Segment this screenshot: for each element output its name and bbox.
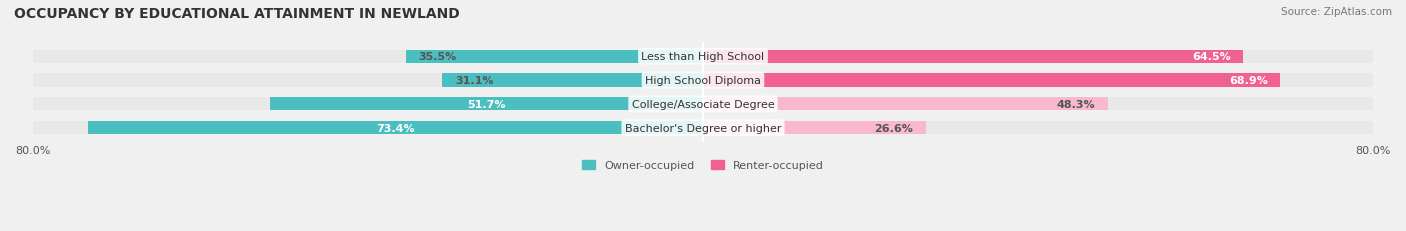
Text: OCCUPANCY BY EDUCATIONAL ATTAINMENT IN NEWLAND: OCCUPANCY BY EDUCATIONAL ATTAINMENT IN N… — [14, 7, 460, 21]
Bar — [405, 50, 703, 64]
Text: Bachelor's Degree or higher: Bachelor's Degree or higher — [624, 123, 782, 133]
Bar — [703, 74, 1281, 87]
Text: 48.3%: 48.3% — [1056, 100, 1095, 109]
Bar — [703, 98, 1108, 111]
Bar — [443, 74, 703, 87]
Text: Source: ZipAtlas.com: Source: ZipAtlas.com — [1281, 7, 1392, 17]
Text: 64.5%: 64.5% — [1192, 52, 1230, 62]
Text: 51.7%: 51.7% — [467, 100, 506, 109]
Bar — [703, 122, 1374, 135]
Text: High School Diploma: High School Diploma — [645, 76, 761, 86]
Bar — [32, 98, 703, 111]
Text: 73.4%: 73.4% — [377, 123, 415, 133]
Bar — [703, 98, 1374, 111]
Bar — [32, 122, 703, 135]
Text: College/Associate Degree: College/Associate Degree — [631, 100, 775, 109]
Text: 68.9%: 68.9% — [1229, 76, 1268, 86]
Bar — [703, 50, 1374, 64]
Text: Less than High School: Less than High School — [641, 52, 765, 62]
Text: 26.6%: 26.6% — [875, 123, 914, 133]
Bar — [270, 98, 703, 111]
Bar — [703, 122, 927, 135]
Legend: Owner-occupied, Renter-occupied: Owner-occupied, Renter-occupied — [578, 156, 828, 175]
Bar — [32, 74, 703, 87]
Text: 35.5%: 35.5% — [418, 52, 457, 62]
Bar — [32, 50, 703, 64]
Bar — [703, 50, 1243, 64]
Bar — [703, 74, 1374, 87]
Bar — [89, 122, 703, 135]
Text: 31.1%: 31.1% — [456, 76, 494, 86]
